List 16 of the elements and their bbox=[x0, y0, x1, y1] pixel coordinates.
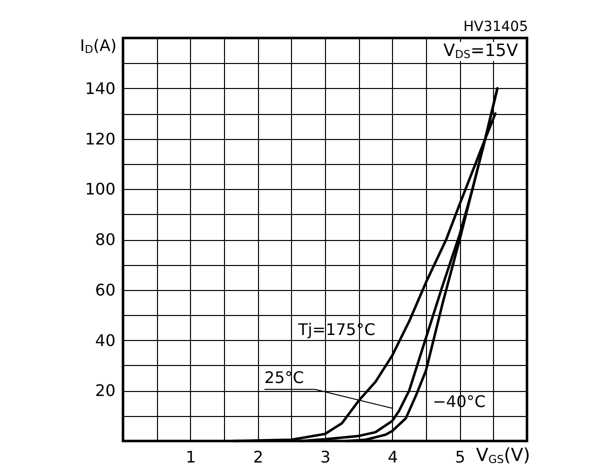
x-tick-label: 2 bbox=[253, 448, 264, 466]
y-axis-title: I$_{D}$(A) bbox=[80, 36, 117, 56]
text: HV31405 bbox=[463, 19, 528, 35]
y-tick-label: 120 bbox=[84, 129, 116, 148]
y-tick-label: 140 bbox=[84, 78, 116, 98]
x-tick-label: 3 bbox=[320, 448, 331, 466]
y-tick-label: 100 bbox=[84, 180, 116, 199]
annotation: V$_{DS}$=15V bbox=[437, 41, 524, 61]
y-tick-label: 20 bbox=[95, 381, 116, 400]
y-tick-label: 40 bbox=[95, 330, 116, 350]
x-tick-label: 1 bbox=[186, 448, 196, 466]
x-tick-label: 5 bbox=[455, 448, 466, 466]
x-axis-title: V$_{GS}$(V) bbox=[476, 445, 530, 466]
x-tick-label: 4 bbox=[388, 448, 398, 466]
y-tick-label: 80 bbox=[95, 230, 116, 249]
y-tick-label: 60 bbox=[95, 280, 116, 300]
